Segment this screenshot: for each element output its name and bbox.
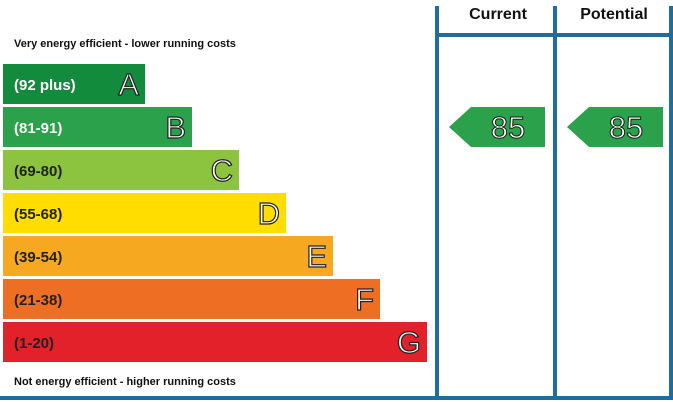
- band-c-letter: C: [211, 153, 233, 188]
- band-e-bar: [3, 236, 333, 276]
- potential-rating-arrow: [567, 107, 663, 147]
- band-d-letter: D: [258, 196, 280, 231]
- band-e-range: (39-54): [14, 249, 62, 266]
- header-current: Current: [469, 6, 527, 23]
- caption-very-efficient: Very energy efficient - lower running co…: [14, 38, 236, 50]
- band-a-letter: A: [118, 67, 139, 102]
- band-f-bar: [3, 279, 380, 319]
- band-g-range: (1-20): [14, 335, 54, 352]
- band-e-letter: E: [306, 239, 327, 274]
- caption-not-efficient: Not energy efficient - higher running co…: [14, 376, 236, 388]
- band-c-range: (69-80): [14, 163, 62, 180]
- band-g-bar: [3, 322, 427, 362]
- current-rating-arrow: [449, 107, 545, 147]
- band-g-letter: G: [397, 325, 421, 360]
- potential-rating-value: 85: [609, 110, 643, 145]
- band-f-range: (21-38): [14, 292, 62, 309]
- band-f-letter: F: [355, 282, 374, 317]
- header-potential: Potential: [580, 6, 648, 23]
- band-b-range: (81-91): [14, 120, 62, 137]
- band-c-bar: [3, 150, 239, 190]
- current-rating-value: 85: [491, 110, 525, 145]
- band-a-range: (92 plus): [14, 77, 76, 94]
- band-d-bar: [3, 193, 286, 233]
- band-b-letter: B: [165, 110, 186, 145]
- band-d-range: (55-68): [14, 206, 62, 223]
- band-b-bar: [3, 107, 192, 147]
- band-a-bar: [3, 64, 145, 104]
